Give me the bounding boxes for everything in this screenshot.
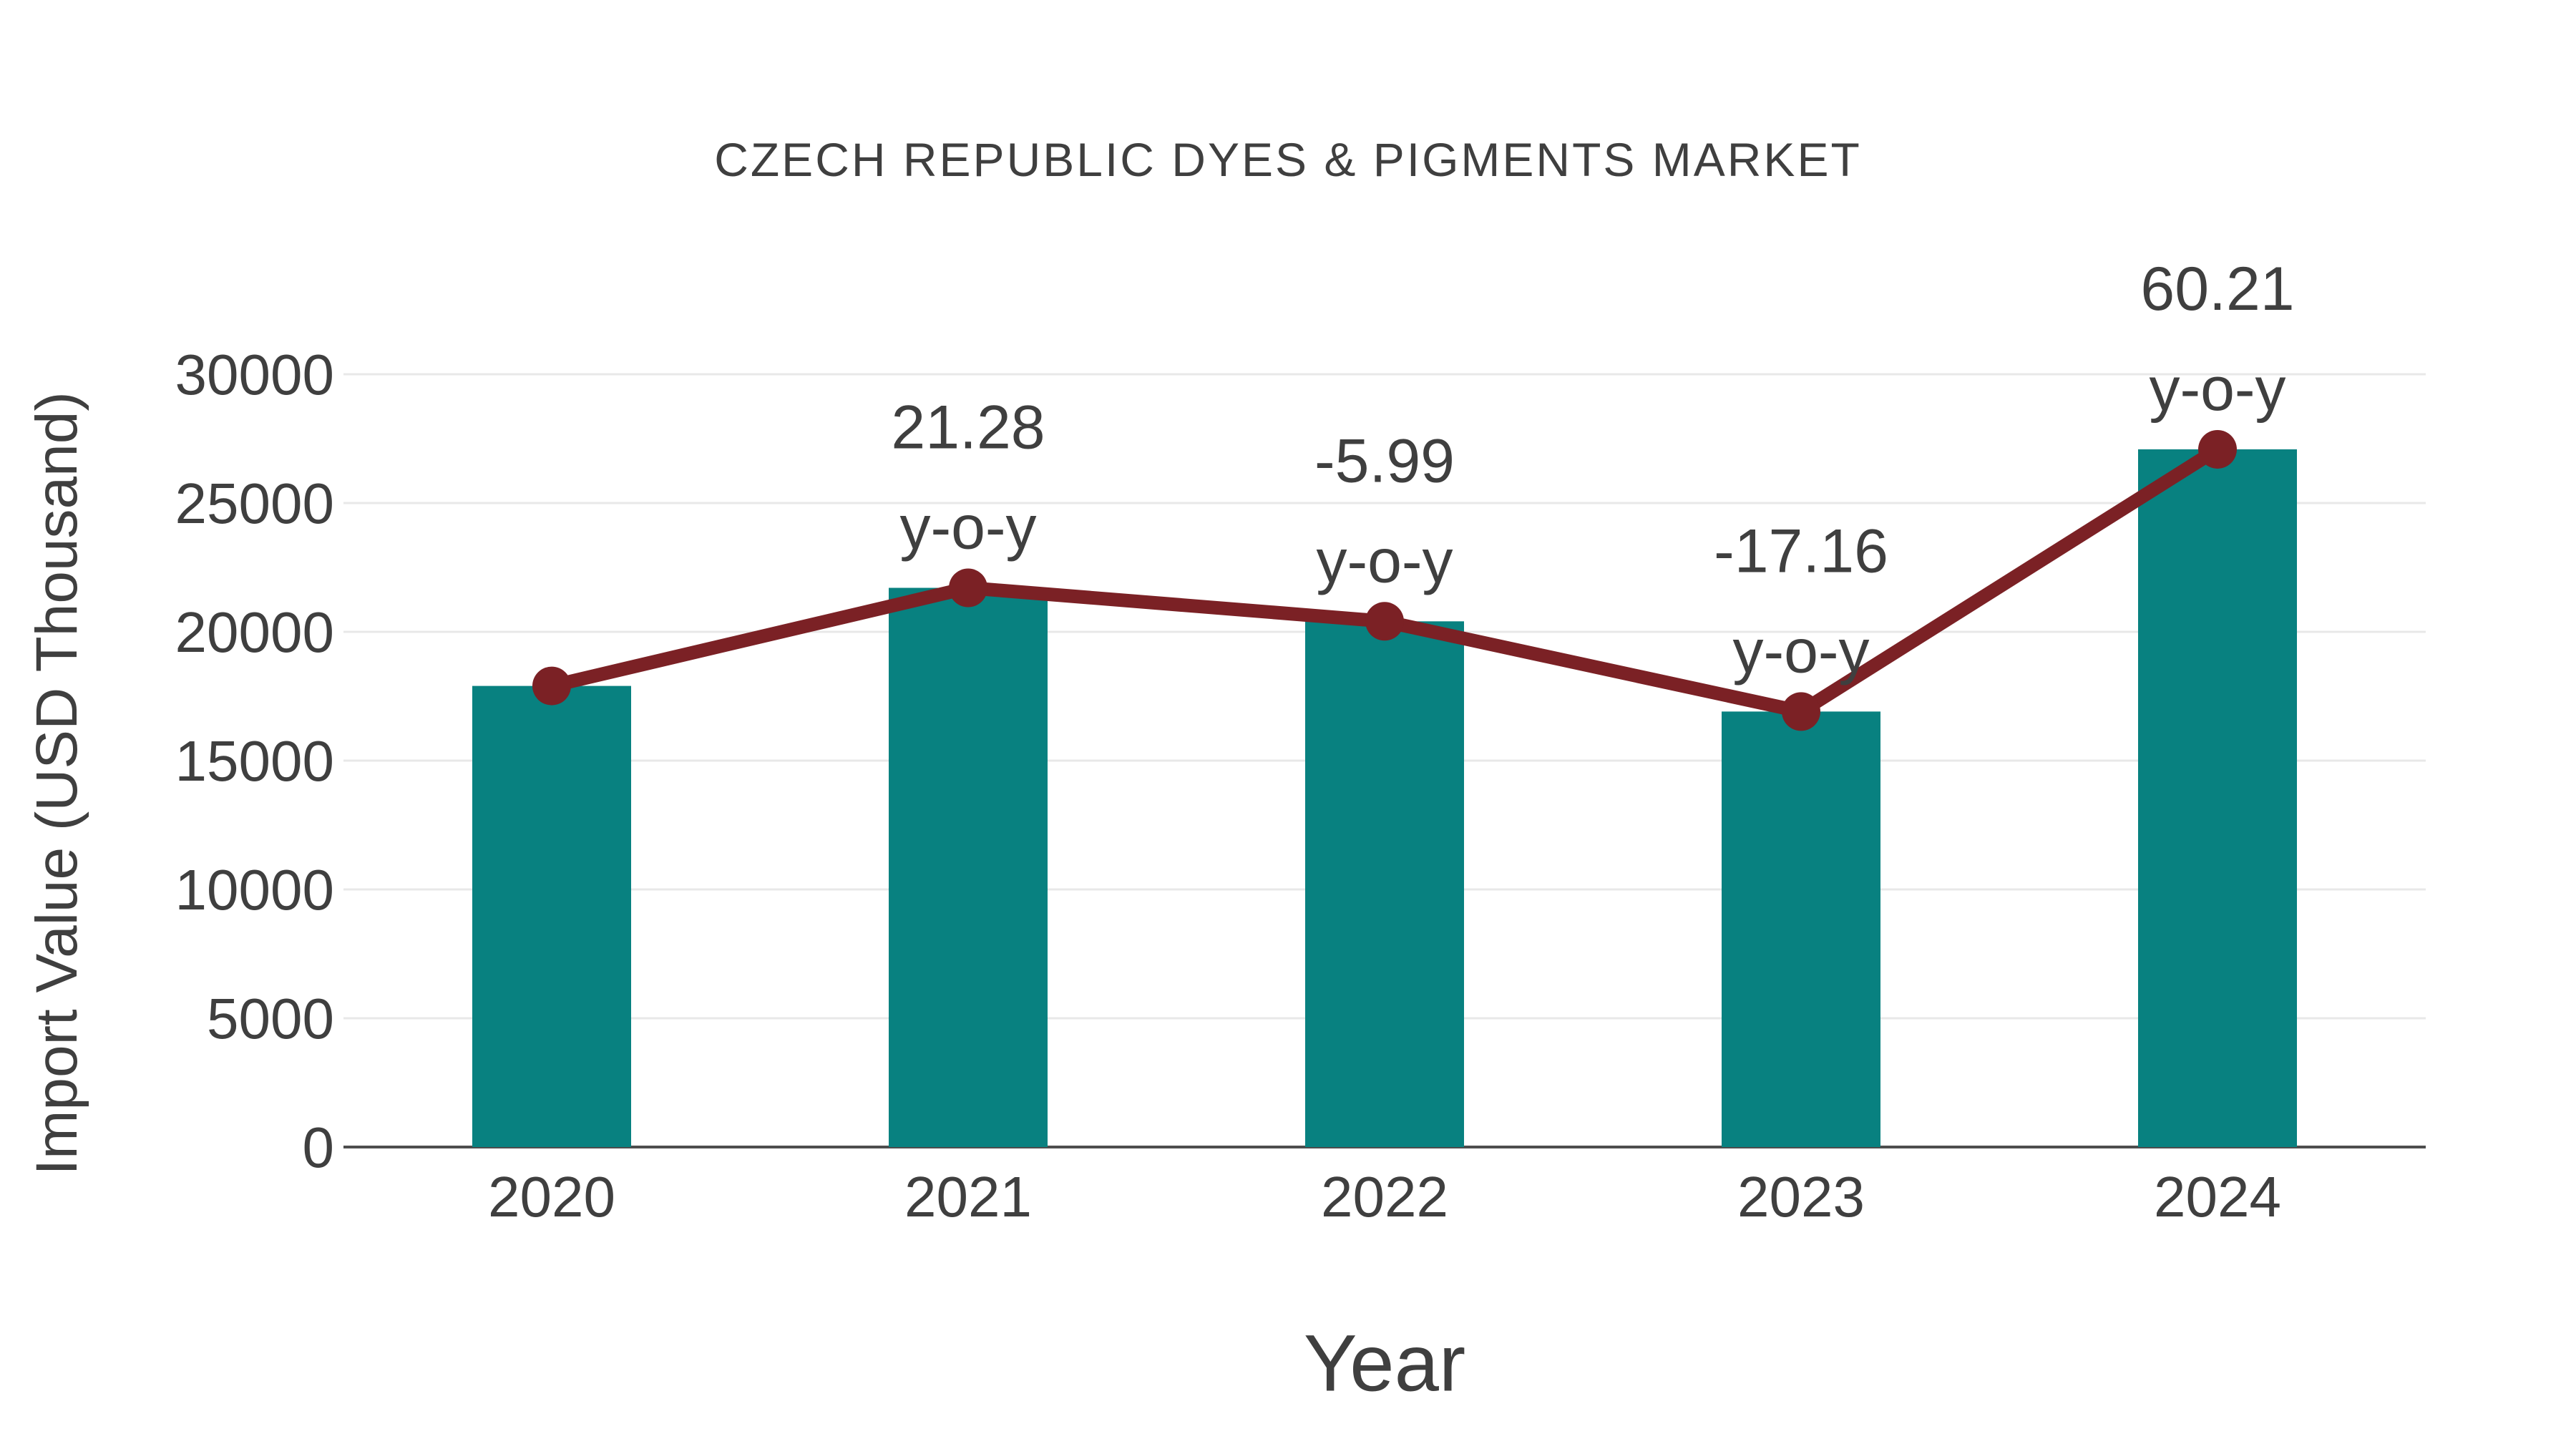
x-tick-label-2024: 2024 [2154,1165,2281,1229]
bar-2023 [1722,711,1880,1147]
marker-2020 [532,666,571,706]
bar-2021 [889,587,1048,1147]
y-tick-label-20000: 20000 [175,600,334,664]
annotation-value-2024: 60.21 [2140,255,2294,323]
bar-2024 [2138,449,2297,1147]
annotation-suffix-2024: y-o-y [2149,355,2285,424]
x-tick-label-2022: 2022 [1321,1165,1448,1229]
marker-2023 [1782,692,1820,731]
annotation-value-2023: -17.16 [1714,517,1888,585]
bar-2022 [1305,621,1464,1147]
x-tick-label-2021: 2021 [904,1165,1032,1229]
y-tick-label-30000: 30000 [175,343,334,406]
y-tick-label-10000: 10000 [175,858,334,922]
marker-2022 [1365,602,1404,641]
annotation-suffix-2021: y-o-y [899,494,1036,562]
marker-2024 [2198,429,2237,469]
annotation-suffix-2022: y-o-y [1316,527,1453,595]
y-tick-label-25000: 25000 [175,472,334,535]
annotation-suffix-2023: y-o-y [1732,617,1869,686]
x-axis-title: Year [1303,1318,1466,1408]
x-tick-label-2020: 2020 [488,1165,615,1229]
bar-2020 [472,686,631,1147]
annotation-value-2021: 21.28 [891,394,1045,462]
y-tick-label-0: 0 [303,1116,335,1179]
y-tick-label-5000: 5000 [207,987,334,1050]
annotation-value-2022: -5.99 [1314,426,1455,495]
chart-title: CZECH REPUBLIC DYES & PIGMENTS MARKET [714,133,1862,186]
marker-2021 [949,568,987,608]
y-tick-label-15000: 15000 [175,729,334,793]
x-tick-label-2023: 2023 [1737,1165,1865,1229]
